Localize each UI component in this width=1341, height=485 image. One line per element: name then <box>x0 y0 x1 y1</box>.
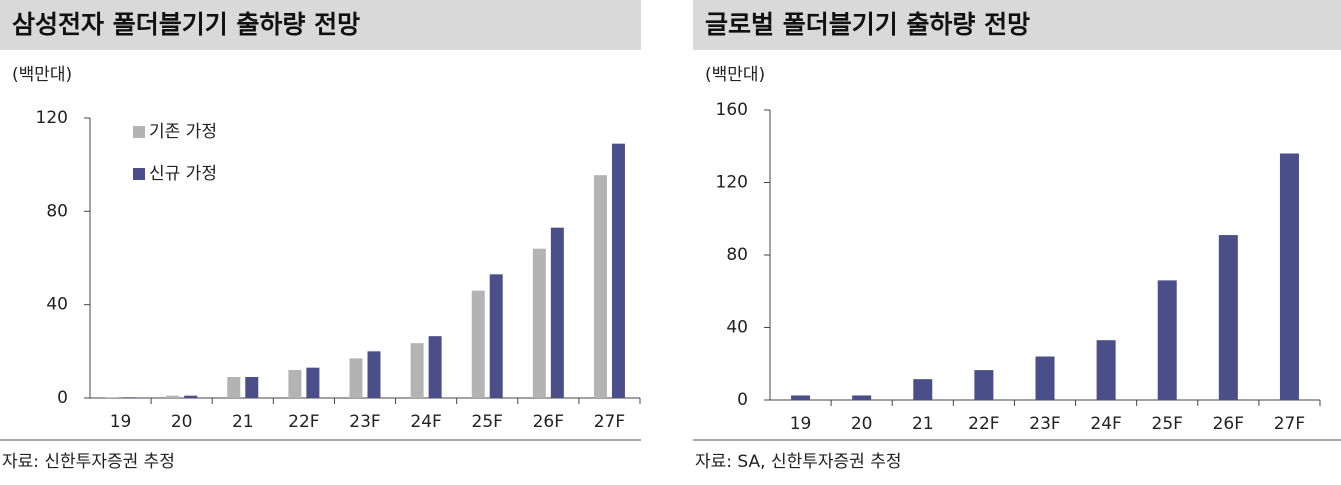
y-tick-label: 80 <box>46 201 68 221</box>
x-tick-label: 22F <box>968 414 999 434</box>
bar <box>367 351 381 398</box>
x-tick-label: 25F <box>472 412 503 432</box>
bar <box>288 370 302 398</box>
x-tick-label: 20 <box>851 414 873 434</box>
bar <box>123 397 137 398</box>
title-band <box>0 0 641 50</box>
chart-title: 삼성전자 폴더블기기 출하량 전망 <box>12 10 360 39</box>
x-tick-label: 23F <box>1029 414 1060 434</box>
bar <box>611 143 625 398</box>
y-tick-label: 160 <box>716 100 748 120</box>
bar <box>1279 153 1299 400</box>
x-tick-label: 25F <box>1152 414 1183 434</box>
x-tick-label: 24F <box>410 412 441 432</box>
bar <box>349 358 363 398</box>
y-tick-label: 0 <box>737 390 748 410</box>
source: 자료: 신한투자증권 추정 <box>2 452 175 472</box>
x-tick-label: 24F <box>1090 414 1121 434</box>
legend-swatch <box>133 126 145 138</box>
bar <box>1096 340 1116 400</box>
bar <box>227 377 241 398</box>
bar <box>166 395 180 398</box>
bar <box>913 379 933 400</box>
bar <box>550 227 564 398</box>
x-tick-label: 26F <box>1213 414 1244 434</box>
x-tick-label: 23F <box>349 412 380 432</box>
x-tick-label: 20 <box>171 412 193 432</box>
y-tick-label: 80 <box>726 245 748 265</box>
bar <box>306 367 320 398</box>
bar <box>245 377 259 398</box>
bar <box>852 395 872 400</box>
bar <box>1035 356 1055 400</box>
x-tick-label: 21 <box>232 412 254 432</box>
x-tick-label: 22F <box>288 412 319 432</box>
source: 자료: SA, 신한투자증권 추정 <box>695 452 901 472</box>
x-tick-label: 27F <box>594 412 625 432</box>
unit-label: (백만대) <box>705 65 765 85</box>
y-tick-label: 40 <box>726 318 748 338</box>
x-tick-label: 19 <box>790 414 812 434</box>
y-tick-label: 0 <box>57 388 68 408</box>
bar <box>532 248 546 398</box>
title-band <box>693 0 1341 50</box>
bar <box>1218 235 1238 400</box>
bar <box>974 370 994 400</box>
y-tick-label: 120 <box>716 173 748 193</box>
bar <box>791 395 811 400</box>
bar <box>593 175 607 398</box>
x-tick-label: 26F <box>533 412 564 432</box>
y-tick-label: 120 <box>36 108 68 128</box>
bar <box>1157 280 1177 400</box>
y-tick-label: 40 <box>46 295 68 315</box>
x-tick-label: 27F <box>1274 414 1305 434</box>
legend-label: 신규 가정 <box>149 164 217 184</box>
unit-label: (백만대) <box>12 65 72 85</box>
x-tick-label: 19 <box>110 412 132 432</box>
bar <box>428 336 442 398</box>
bar <box>471 290 485 398</box>
x-tick-label: 21 <box>912 414 934 434</box>
bar <box>184 395 198 398</box>
bar <box>410 343 424 398</box>
bar <box>489 274 503 398</box>
chart-title: 글로벌 폴더블기기 출하량 전망 <box>705 10 1030 39</box>
bar <box>105 397 119 398</box>
legend-swatch <box>133 168 145 180</box>
legend-label: 기존 가정 <box>149 122 217 142</box>
